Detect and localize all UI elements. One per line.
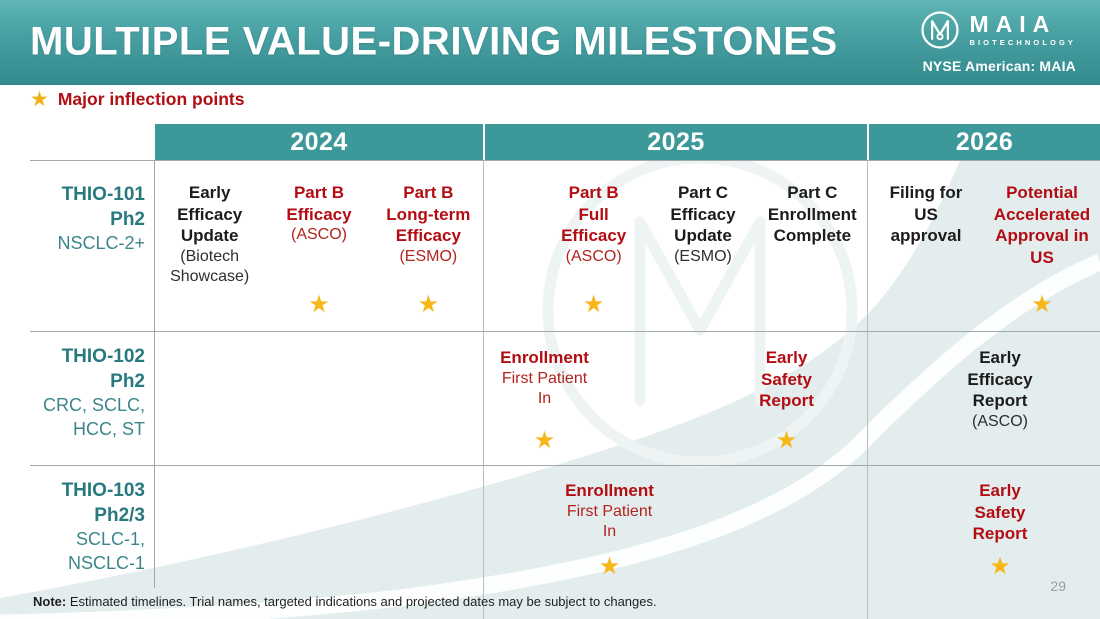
milestone: Filing for US approval (889, 183, 963, 246)
year-header-2024: 2024 (155, 124, 483, 160)
page-title: MULTIPLE VALUE-DRIVING MILESTONES (30, 19, 838, 64)
cell-thio102-2026: Early Efficacy Report (ASCO) (867, 331, 1100, 465)
legend: ★ Major inflection points (30, 89, 245, 110)
footnote-text: Estimated timelines. Trial names, target… (66, 594, 657, 609)
cell-thio103-2025: Enrollment First Patient In ★ (483, 465, 867, 588)
brand-block: MAIA BIOTECHNOLOGY NYSE American: MAIA (919, 9, 1076, 74)
cell-thio102-2025: Enrollment First Patient In ★ Early Safe… (483, 331, 867, 465)
star-icon: ★ (1031, 291, 1053, 318)
trial-label-thio-102: THIO-102 Ph2 CRC, SCLC, HCC, ST (30, 331, 155, 465)
trial-label-thio-101: THIO-101 Ph2 NSCLC-2+ (30, 160, 155, 331)
cell-thio103-2024 (155, 465, 483, 588)
ticker-label: NYSE American: MAIA (922, 58, 1076, 74)
legend-label: Major inflection points (57, 89, 245, 109)
trial-indications: SCLC-1, NSCLC-1 (67, 529, 145, 573)
cell-thio103-2026: Early Safety Report ★ (867, 465, 1100, 588)
trial-phase: Ph2 (110, 208, 145, 230)
year-header-2025: 2025 (483, 124, 867, 160)
milestone: Enrollment First Patient In ★ (500, 348, 589, 454)
cell-thio102-2024 (155, 331, 483, 465)
page-number: 29 (1050, 578, 1066, 594)
cell-thio101-2024: Early Efficacy Update (Biotech Showcase)… (155, 160, 483, 331)
star-icon: ★ (308, 291, 330, 318)
star-icon: ★ (30, 88, 49, 111)
milestones-table: 2024 2025 2026 THIO-101 Ph2 NSCLC-2+ Ear… (30, 124, 1100, 588)
milestone: Early Efficacy Update (Biotech Showcase) (170, 183, 250, 285)
milestone: Part C Enrollment Complete (767, 183, 857, 246)
brand-tagline: BIOTECHNOLOGY (969, 38, 1076, 48)
footnote: Note: Estimated timelines. Trial names, … (33, 594, 657, 609)
trial-indications: NSCLC-2+ (57, 233, 145, 254)
milestone: Early Safety Report ★ (759, 348, 814, 454)
star-icon: ★ (533, 427, 556, 454)
title-banner: MULTIPLE VALUE-DRIVING MILESTONES MAIA B… (0, 0, 1100, 85)
footnote-label: Note: (33, 594, 67, 609)
year-header-2026: 2026 (867, 124, 1100, 160)
star-icon: ★ (775, 427, 798, 454)
star-icon: ★ (598, 553, 621, 580)
milestone: Part B Full Efficacy (ASCO) ★ (561, 183, 627, 318)
column-divider (867, 588, 868, 619)
star-icon: ★ (582, 291, 605, 318)
milestone: Early Safety Report ★ (972, 481, 1028, 580)
trial-name: THIO-103 (61, 480, 145, 501)
maia-logo-icon (921, 11, 960, 49)
trial-phase: Ph2/3 (94, 504, 145, 526)
column-divider (483, 588, 484, 619)
cell-thio101-2026: Filing for US approval Potential Acceler… (867, 160, 1100, 331)
cell-thio101-2025: Part B Full Efficacy (ASCO) ★ Part C Eff… (483, 160, 867, 331)
milestone: Potential Accelerated Approval in US ★ (993, 183, 1091, 318)
milestone: Part C Efficacy Update (ESMO) (670, 183, 736, 265)
trial-name: THIO-101 (61, 184, 145, 205)
milestone: Early Efficacy Report (ASCO) (967, 348, 1033, 430)
brand-name: MAIA (969, 11, 1057, 38)
star-icon: ★ (989, 553, 1011, 580)
milestone: Enrollment First Patient In ★ (565, 481, 654, 580)
trial-name: THIO-102 (61, 346, 145, 367)
trial-phase: Ph2 (110, 370, 145, 392)
table-corner (30, 124, 155, 160)
star-icon: ★ (417, 291, 440, 318)
milestone: Part B Long-term Efficacy (ESMO) ★ (386, 183, 471, 318)
trial-label-thio-103: THIO-103 Ph2/3 SCLC-1, NSCLC-1 (30, 465, 155, 588)
milestone: Part B Efficacy (ASCO) ★ (286, 183, 352, 318)
trial-indications: CRC, SCLC, HCC, ST (42, 395, 145, 439)
